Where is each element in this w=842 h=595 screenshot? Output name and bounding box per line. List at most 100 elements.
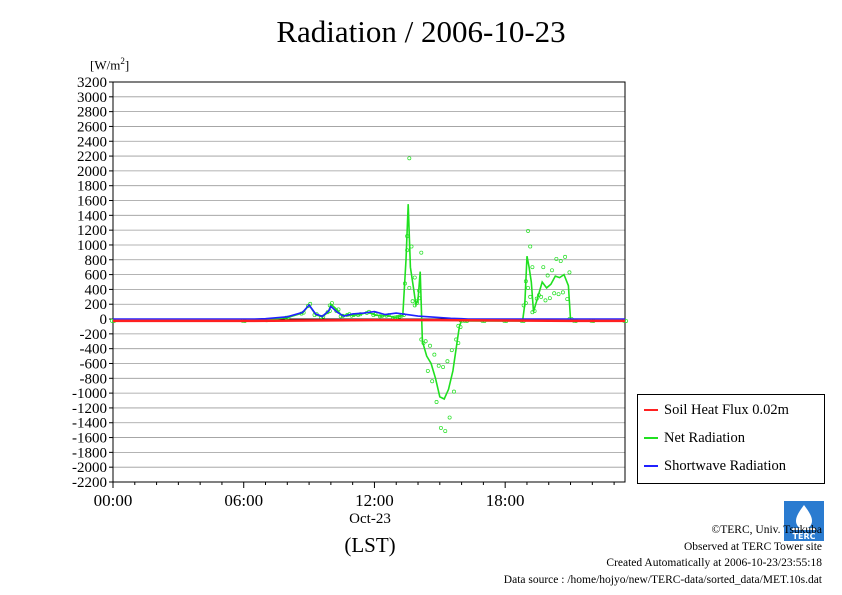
net-radiation-point [541, 265, 546, 270]
chart-title: Radiation / 2006-10-23 [276, 14, 566, 49]
legend-item-shortwave: Shortwave Radiation [644, 458, 786, 476]
y-tick-label: 600 [85, 268, 108, 284]
net-radiation-point [405, 234, 410, 239]
y-tick-label: -800 [80, 371, 108, 387]
net-radiation-point [405, 248, 410, 253]
legend-swatch-net [644, 436, 658, 439]
net-radiation-point [423, 339, 428, 344]
legend-swatch-soil [644, 408, 658, 411]
net-radiation-point [434, 400, 439, 404]
series-line-net-radiation [113, 204, 625, 401]
y-tick-label: 0 [100, 312, 108, 328]
net-radiation-point [567, 270, 572, 275]
y-tick-label: -600 [80, 356, 108, 372]
y-tick-label: 2000 [77, 164, 107, 180]
net-radiation-point [563, 254, 568, 259]
net-radiation-point [545, 273, 550, 278]
net-radiation-point [414, 299, 419, 304]
x-tick-label: 18:00 [486, 491, 525, 510]
copyright-text: ©TERC, Univ. Tsukuba [711, 524, 822, 536]
net-radiation-point [532, 309, 537, 313]
net-radiation-point [407, 156, 412, 161]
net-radiation-point [395, 315, 400, 319]
y-unit-text: [W/m [90, 57, 121, 73]
x-tick-label: 12:00 [355, 491, 394, 510]
y-unit-superscript: 2 [120, 56, 125, 66]
y-tick-label: 2600 [77, 119, 107, 135]
series-line-soil-heat-flux-0-02m [113, 318, 625, 323]
net-radiation-point [445, 359, 450, 364]
net-radiation-point [419, 250, 424, 255]
net-radiation-point [550, 268, 554, 273]
net-radiation-point [443, 429, 448, 433]
net-radiation-point [565, 297, 570, 301]
net-radiation-point [552, 291, 557, 296]
net-radiation-point [523, 279, 528, 284]
y-tick-label: 800 [85, 253, 108, 269]
net-radiation-point [528, 294, 533, 299]
net-radiation-point [528, 244, 533, 249]
net-radiation-point [428, 343, 432, 348]
net-radiation-point [417, 296, 422, 301]
net-radiation-point [377, 314, 382, 319]
legend-label-shortwave: Shortwave Radiation [664, 458, 787, 474]
y-tick-label: 200 [85, 297, 108, 313]
net-radiation-point [454, 337, 459, 342]
y-tick-label: -400 [80, 342, 108, 358]
y-unit-label: [W/m2] [90, 56, 129, 73]
net-radiation-point [336, 307, 341, 312]
net-radiation-point [560, 290, 565, 295]
net-radiation-point [441, 365, 446, 369]
net-radiation-point [449, 348, 454, 353]
net-radiation-point [458, 325, 463, 329]
net-radiation-point [371, 312, 376, 317]
series-line-shortwave-radiation [113, 303, 625, 320]
y-tick-label: -2000 [72, 460, 107, 476]
net-radiation-point [412, 303, 417, 308]
y-tick-label: 400 [85, 282, 108, 298]
net-radiation-point [526, 285, 530, 290]
net-radiation-point [521, 303, 526, 308]
x-tick-label: 06:00 [224, 491, 263, 510]
net-radiation-point [558, 259, 563, 263]
y-tick-label: 3200 [77, 75, 107, 91]
net-radiation-point [425, 368, 430, 373]
legend-item-soil-heat-flux: Soil Heat Flux 0.02m [644, 402, 789, 420]
y-tick-label: 3000 [77, 90, 107, 106]
y-tick-label: -2200 [72, 475, 107, 491]
net-radiation-point [456, 341, 461, 345]
net-radiation-point [330, 301, 334, 305]
net-radiation-point [412, 275, 417, 280]
net-radiation-point [397, 314, 402, 319]
net-radiation-point [402, 281, 407, 286]
net-radiation-point [436, 363, 441, 368]
y-tick-label: 2200 [77, 149, 107, 165]
credits-block: ©TERC, Univ. Tsukuba Observed at TERC To… [504, 522, 822, 588]
chart-legend: Soil Heat Flux 0.02m Net Radiation Short… [637, 394, 825, 484]
logo-text: TERC [793, 532, 816, 541]
legend-swatch-shortwave [644, 464, 658, 467]
plot-frame [112, 81, 626, 483]
observed-text: Observed at TERC Tower site [683, 540, 822, 553]
net-radiation-point [554, 256, 559, 261]
net-radiation-point [534, 296, 539, 301]
y-tick-label: 1600 [77, 194, 107, 210]
y-tick-label: 1400 [77, 208, 107, 224]
net-radiation-point [523, 301, 528, 305]
terc-logo-icon: TERC [784, 501, 824, 541]
y-tick-label: -1400 [72, 416, 107, 432]
x-axis-date-label: Oct-23 [349, 511, 391, 527]
net-radiation-point [419, 337, 424, 342]
created-text: Created Automatically at 2006-10-23/23:5… [606, 557, 822, 569]
source-text: Data source : /home/hojyo/new/TERC-data/… [503, 573, 822, 586]
net-radiation-point [530, 265, 535, 270]
y-unit-close: ] [124, 57, 130, 73]
net-radiation-point [452, 389, 456, 394]
net-radiation-point [409, 244, 414, 249]
legend-label-net: Net Radiation [664, 430, 745, 446]
y-tick-label: 1200 [77, 223, 107, 239]
net-radiation-point [556, 292, 561, 297]
net-radiation-point [414, 301, 419, 305]
y-tick-label: -1600 [72, 431, 107, 447]
legend-item-net-radiation: Net Radiation [644, 430, 745, 448]
